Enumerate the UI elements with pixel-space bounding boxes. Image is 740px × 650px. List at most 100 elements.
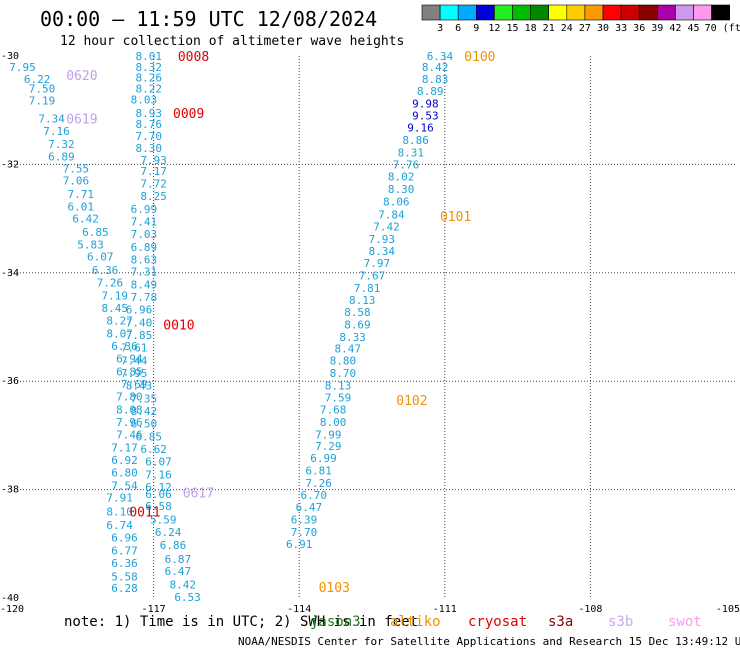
pass-label: 0103	[319, 581, 350, 596]
chart-subtitle: 12 hour collection of altimeter wave hei…	[60, 34, 404, 49]
credit-text: NOAA/NESDIS Center for Satellite Applica…	[238, 635, 740, 648]
wave-height-label: 8.01	[135, 50, 162, 63]
wave-height-label: 6.36	[111, 557, 138, 570]
wave-height-label: 6.89	[48, 150, 75, 163]
wave-height-label: 6.94	[116, 352, 143, 365]
pass-label: 0620	[66, 69, 97, 84]
wave-height-label: 7.42	[373, 221, 400, 234]
wave-height-label: 7.69	[121, 378, 148, 391]
colorbar-label: 39	[651, 23, 663, 34]
wave-height-label: 6.53	[174, 591, 201, 604]
wave-height-label: 6.50	[131, 417, 158, 430]
wave-height-label: 6.85	[82, 226, 109, 239]
wave-height-label: 6.47	[296, 501, 323, 514]
wave-height-label: 7.78	[131, 291, 158, 304]
wave-height-label: 6.06	[145, 488, 172, 501]
wave-height-label: 7.95	[9, 61, 36, 74]
x-tick-label: -117	[142, 604, 166, 615]
colorbar-label: 9	[473, 23, 479, 34]
wave-height-label: 7.29	[315, 440, 342, 453]
wave-height-label: 8.45	[102, 302, 129, 315]
pass-label: 0009	[173, 107, 204, 122]
wave-height-label: 8.25	[140, 190, 167, 203]
colorbar-swatch	[439, 4, 459, 21]
wave-height-label: 7.40	[126, 317, 153, 330]
wave-height-label: 7.84	[378, 208, 405, 221]
wave-height-label: 7.99	[315, 428, 342, 441]
wave-height-label: 8.13	[325, 380, 352, 393]
colorbar-label: 27	[579, 23, 591, 34]
wave-height-label: 8.34	[368, 245, 395, 258]
wave-height-label: 8.03	[131, 93, 158, 106]
colorbar-label: 24	[561, 23, 573, 34]
wave-height-label: 6.36	[111, 340, 138, 353]
wave-height-label: 8.26	[135, 72, 162, 85]
wave-height-label: 7.81	[354, 282, 381, 295]
colorbar-swatch	[584, 4, 604, 21]
wave-height-label: 6.58	[145, 500, 172, 513]
satellite-legend-item: jason3	[310, 614, 361, 630]
wave-height-label: 5.83	[77, 239, 104, 252]
wave-height-label: 7.19	[102, 290, 129, 303]
wave-height-label: 6.96	[111, 531, 138, 544]
pass-label: 0100	[464, 50, 495, 65]
wave-height-label: 8.31	[398, 146, 425, 159]
wave-height-label: 6.85	[135, 430, 162, 443]
wave-height-label: 9.98	[412, 98, 439, 111]
wave-height-label: 8.58	[344, 306, 371, 319]
satellite-legend-item: s3a	[548, 614, 573, 630]
wave-height-label: 8.33	[339, 331, 366, 344]
colorbar-swatch	[475, 4, 495, 21]
colorbar-swatch	[638, 4, 658, 21]
wave-height-label: 8.69	[344, 318, 371, 331]
wave-height-label: 6.99	[310, 452, 337, 465]
wave-height-label: 7.50	[29, 83, 56, 96]
colorbar-label: 30	[597, 23, 609, 34]
wave-height-label: 8.13	[349, 294, 376, 307]
wave-height-label: 6.99	[131, 203, 158, 216]
y-tick-label: -40	[1, 593, 19, 604]
wave-height-label: 6.62	[140, 443, 167, 456]
satellite-legend-item: s3b	[608, 614, 633, 630]
wave-height-label: 7.68	[320, 403, 347, 416]
wave-height-label: 6.07	[145, 455, 172, 468]
wave-height-label: 7.91	[106, 492, 133, 505]
wave-height-label: 6.74	[106, 519, 133, 532]
colorbar-label: 18	[525, 23, 537, 34]
colorbar-label: 3	[437, 23, 443, 34]
wave-height-label: 5.59	[150, 513, 177, 526]
wave-height-label: 8.42	[131, 405, 158, 418]
x-tick-label: -114	[287, 604, 311, 615]
wave-height-label: 8.70	[330, 367, 357, 380]
colorbar-label: 15	[506, 23, 518, 34]
wave-height-label: 8.07	[106, 328, 133, 341]
y-tick-label: -36	[1, 376, 19, 387]
colorbar-swatch	[494, 4, 513, 21]
wave-height-label: 7.19	[29, 94, 56, 107]
pass-label: 0011	[129, 505, 160, 520]
wave-height-label: 7.59	[325, 391, 352, 404]
wave-height-label: 7.71	[68, 188, 95, 201]
grid-lines	[8, 56, 736, 598]
wave-height-label: 7.32	[48, 138, 75, 151]
wave-height-label: 7.70	[291, 526, 318, 539]
wave-height-label: 7.93	[368, 233, 395, 246]
wave-height-label: 8.42	[169, 578, 196, 591]
wave-height-label: 6.91	[286, 538, 313, 551]
axis-ticks: -120 -117 -114 -111 -108 -105 -30 -32 -34 -36 -38 -…	[0, 51, 740, 615]
wave-height-label: 7.93	[140, 154, 167, 167]
wave-height-label: 7.26	[97, 277, 124, 290]
colorbar-label: 33	[615, 23, 627, 34]
chart-title: 00:00 — 11:59 UTC 12/08/2024	[40, 7, 377, 31]
wave-height-label: 7.46	[116, 428, 143, 441]
y-tick-label: -34	[1, 268, 19, 279]
wave-height-label: 8.76	[135, 118, 162, 131]
satellite-legend: jason3 altiko cryosat s3a s3b swot	[310, 614, 702, 630]
wave-height-label: 7.95	[121, 367, 148, 380]
colorbar-swatch	[656, 4, 676, 21]
wave-height-label: 8.10	[106, 505, 133, 518]
wave-height-label: 7.31	[131, 266, 158, 279]
wave-height-label: 8.02	[388, 170, 415, 183]
pass-label: 0102	[396, 394, 427, 409]
wave-height-label: 7.16	[145, 468, 172, 481]
